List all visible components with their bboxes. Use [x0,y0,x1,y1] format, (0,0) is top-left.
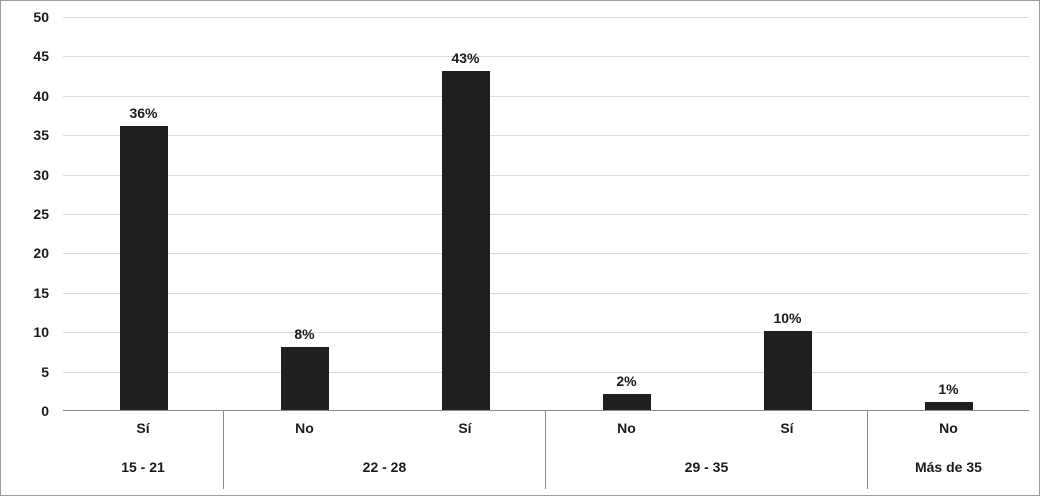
bar [763,331,812,410]
x-axis-category-label: No [295,420,314,436]
y-axis-tick-label: 25 [33,206,49,222]
x-axis-category-row: Sí No Sí No Sí No [63,411,1029,445]
x-axis-group-label: 22 - 28 [224,445,546,489]
x-axis-group-label: 29 - 35 [546,445,868,489]
gridline [63,135,1029,137]
bar [119,126,168,410]
y-axis-tick-label: 30 [33,166,49,183]
x-axis-group-row: 15 - 21 22 - 28 29 - 35 Más de 35 [63,445,1029,489]
y-axis-tick-label: 15 [33,284,49,301]
gridline [63,371,1029,373]
x-axis-category-label: Sí [707,411,868,445]
bar [441,71,490,410]
y-axis-tick-label: 35 [33,127,49,144]
bar-data-label: 8% [294,325,315,342]
gridline [63,17,1029,18]
plot-area: 36% 8% 43% 2% 10% 1% [63,17,1029,411]
y-axis-tick-label: 45 [33,48,49,65]
x-axis-category-label: No [939,420,958,436]
y-axis-tick-label: 0 [41,403,49,419]
bar [924,402,973,410]
bar-data-label: 10% [773,310,802,327]
gridline [63,174,1029,176]
y-axis: 0 5 10 15 20 25 30 35 40 45 50 [1,9,53,419]
gridline [63,292,1029,294]
gridline [63,214,1029,215]
gridline [63,332,1029,334]
gridline [63,56,1029,58]
y-axis-tick-label: 50 [33,9,49,25]
x-axis-category-label: No [617,420,636,436]
gridline [63,95,1029,97]
bar-data-label: 1% [938,381,959,398]
x-axis-group-label: 15 - 21 [63,445,224,489]
y-axis-tick-label: 5 [41,363,49,380]
bar-data-label: 43% [451,50,480,67]
x-axis-category-label: Sí [385,411,546,445]
bar [280,346,329,410]
x-axis-category-label: Sí [63,411,224,445]
x-axis-group-label: Más de 35 [914,459,982,475]
bar-data-label: 36% [129,105,158,122]
y-axis-tick-label: 20 [33,245,49,262]
y-axis-tick-label: 10 [33,324,49,341]
bar [602,394,651,410]
gridline [63,253,1029,255]
y-axis-tick-label: 40 [33,87,49,104]
bar-data-label: 2% [616,373,637,390]
